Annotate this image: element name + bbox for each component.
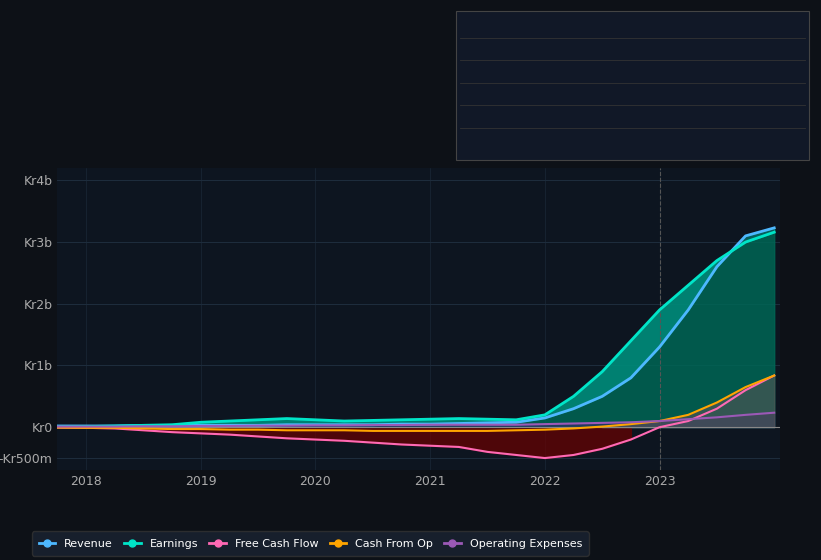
- Text: 97.9%: 97.9%: [599, 78, 635, 88]
- Text: Kr3.227b /yr: Kr3.227b /yr: [599, 44, 672, 54]
- Text: Kr235.000m /yr: Kr235.000m /yr: [599, 133, 690, 143]
- Text: profit margin: profit margin: [632, 78, 704, 88]
- Text: Cash From Op: Cash From Op: [464, 111, 537, 121]
- Text: Kr838.000m /yr: Kr838.000m /yr: [599, 111, 690, 121]
- Text: Free Cash Flow: Free Cash Flow: [464, 88, 542, 99]
- Legend: Revenue, Earnings, Free Cash Flow, Cash From Op, Operating Expenses: Revenue, Earnings, Free Cash Flow, Cash …: [32, 531, 589, 556]
- Text: Earnings: Earnings: [464, 66, 509, 76]
- Text: Revenue: Revenue: [464, 44, 509, 54]
- Text: Operating Expenses: Operating Expenses: [464, 133, 569, 143]
- Text: Kr3.160b /yr: Kr3.160b /yr: [599, 66, 672, 76]
- Text: Kr838.000m /yr: Kr838.000m /yr: [599, 88, 690, 99]
- Text: Dec 31 2023: Dec 31 2023: [464, 21, 557, 34]
